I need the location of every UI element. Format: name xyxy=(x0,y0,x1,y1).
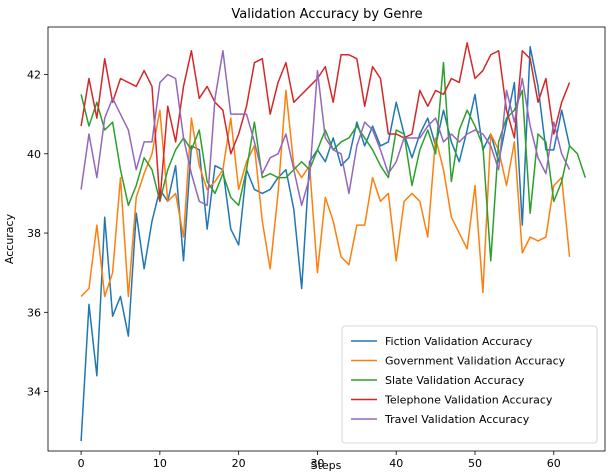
legend-label-4: Travel Validation Accuracy xyxy=(384,413,530,426)
legend-label-3: Telephone Validation Accuracy xyxy=(384,394,553,407)
y-axis-ticks: 34 36 38 40 42 xyxy=(27,69,48,399)
x-tick-label-0: 0 xyxy=(78,457,85,470)
series-line-3 xyxy=(80,42,571,203)
plot-frame xyxy=(47,26,606,452)
x-tick-label-6: 60 xyxy=(547,457,561,470)
legend-box xyxy=(341,325,598,444)
y-axis-label: Accuracy xyxy=(3,213,16,264)
legend-label-2: Slate Validation Accuracy xyxy=(385,374,525,387)
y-tick-label-1: 36 xyxy=(27,306,41,319)
x-tick-label-2: 20 xyxy=(232,457,246,470)
chart-title: Validation Accuracy by Genre xyxy=(231,7,422,22)
legend: Fiction Validation Accuracy Government Va… xyxy=(341,325,598,444)
series-line-1 xyxy=(80,89,571,298)
y-tick-label-4: 42 xyxy=(27,69,41,82)
x-axis-ticks: 0 10 20 30 40 50 60 xyxy=(78,451,561,470)
y-tick-label-3: 40 xyxy=(27,148,41,161)
y-tick-label-0: 34 xyxy=(27,386,41,399)
series-lines xyxy=(80,42,587,442)
y-tick-label-2: 38 xyxy=(27,227,41,240)
x-axis-label: Steps xyxy=(311,459,342,472)
x-tick-label-4: 40 xyxy=(389,457,403,470)
series-line-4 xyxy=(80,50,571,207)
x-tick-label-1: 10 xyxy=(153,457,167,470)
x-tick-label-3: 30 xyxy=(310,457,324,470)
x-tick-label-5: 50 xyxy=(468,457,482,470)
legend-label-0: Fiction Validation Accuracy xyxy=(385,335,533,348)
legend-label-1: Government Validation Accuracy xyxy=(385,355,566,368)
